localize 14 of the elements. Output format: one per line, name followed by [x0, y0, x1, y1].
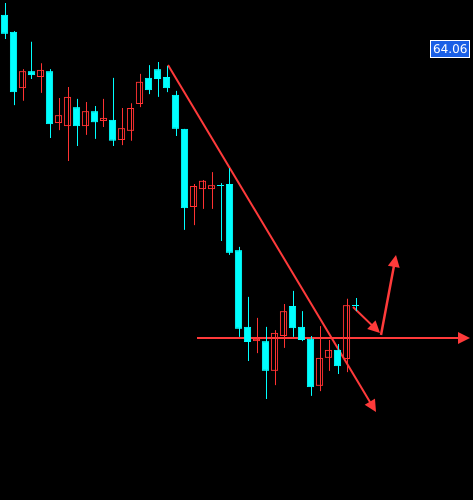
candlestick: [334, 343, 342, 375]
candlestick: [108, 77, 116, 146]
candlestick: [90, 105, 98, 140]
candlestick: [352, 298, 360, 312]
candlestick: [298, 310, 306, 342]
candlestick: [244, 296, 252, 362]
candlestick: [288, 290, 296, 338]
candlestick: [28, 41, 36, 80]
candlestick: [72, 98, 80, 146]
candlestick: [144, 64, 152, 95]
candlestick: [216, 182, 224, 242]
text: 64.06: [430, 40, 470, 58]
candlestick: [0, 2, 8, 40]
candlestick: [154, 62, 162, 98]
